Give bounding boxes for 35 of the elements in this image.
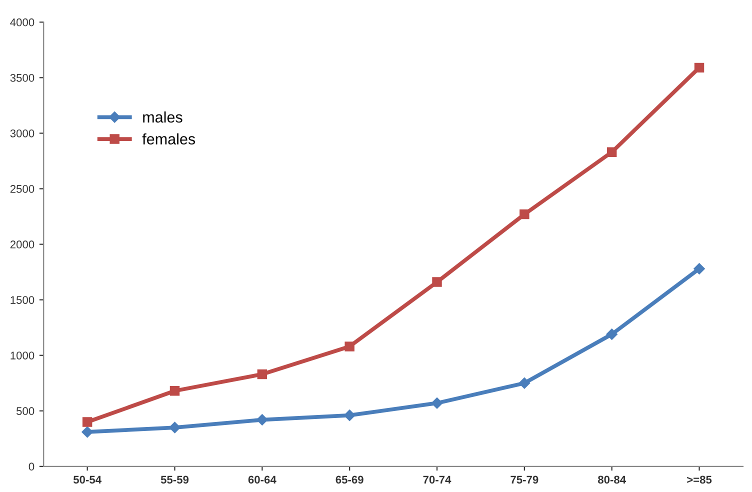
point xyxy=(606,328,618,340)
x-tick-label: >=85 xyxy=(687,476,712,484)
point xyxy=(694,62,704,73)
y-tick-label: 2500 xyxy=(10,185,34,193)
point xyxy=(344,410,356,421)
y-tick-label: 3500 xyxy=(10,74,34,82)
point xyxy=(520,209,530,220)
point xyxy=(82,417,92,427)
point xyxy=(170,386,180,396)
x-tick-label: 70-74 xyxy=(423,476,452,484)
x-tick-label: 80-84 xyxy=(598,476,626,484)
x-tick-label: 65-69 xyxy=(336,476,364,484)
x-tick-label: 75-79 xyxy=(510,476,538,484)
point xyxy=(82,426,93,438)
point xyxy=(256,414,268,426)
x-tick-label: 55-59 xyxy=(160,476,189,484)
y-tick-label: 1000 xyxy=(10,352,34,360)
legend-label: males xyxy=(143,111,182,123)
point xyxy=(169,422,180,434)
point xyxy=(344,342,354,352)
y-tick-label: 2000 xyxy=(10,240,34,248)
y-tick-label: 1500 xyxy=(10,296,34,304)
y-tick-label: 4000 xyxy=(10,18,34,26)
point xyxy=(694,263,705,274)
legend-label: females xyxy=(142,133,196,145)
y-tick-label: 3000 xyxy=(10,129,34,138)
y-tick-label: 500 xyxy=(16,407,34,416)
point xyxy=(518,378,530,389)
x-tick-label: 50-54 xyxy=(73,476,102,484)
point xyxy=(431,398,443,409)
x-tick-label: 60-64 xyxy=(248,476,276,484)
point xyxy=(432,277,442,287)
y-tick-label: 0 xyxy=(28,462,34,471)
point xyxy=(257,369,268,380)
point xyxy=(606,147,617,157)
